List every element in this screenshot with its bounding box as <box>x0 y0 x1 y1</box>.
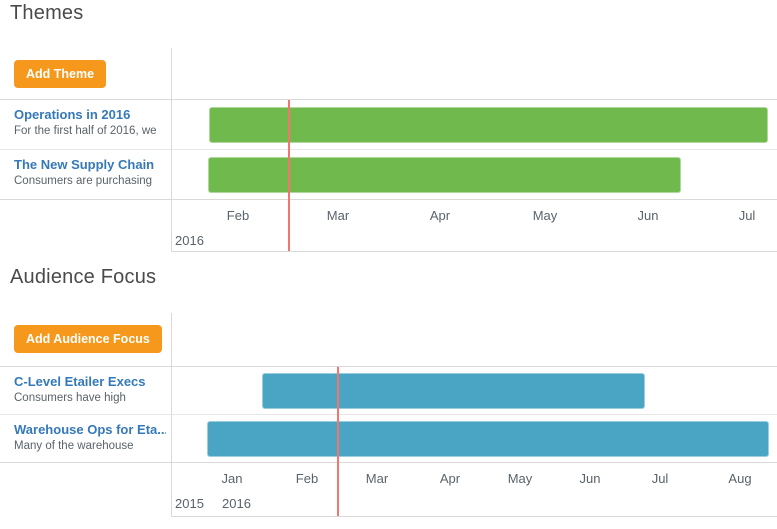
audience-focus-gantt-chart: Add Audience Focus C-Level Etailer Execs… <box>0 313 777 517</box>
row-timeline-area <box>171 150 777 199</box>
today-marker-line <box>288 100 290 251</box>
axis-year-label: 2016 <box>175 233 204 248</box>
themes-section-heading: Themes <box>10 2 84 24</box>
axis-month-label: May <box>507 471 533 486</box>
row-title-link[interactable]: Operations in 2016 <box>14 107 131 122</box>
gantt-row: Operations in 2016 For the first half of … <box>0 100 777 150</box>
timeline-bar[interactable] <box>208 157 681 193</box>
timeline-axis: Jan Feb Mar Apr May Jun Jul Aug 2015 2016 <box>0 463 777 517</box>
axis-month-label: Jun <box>637 208 659 223</box>
gantt-rows: Operations in 2016 For the first half of … <box>0 100 777 200</box>
row-timeline-area <box>171 100 777 149</box>
axis-month-label: Mar <box>326 208 350 223</box>
today-marker-line <box>337 367 339 516</box>
axis-month-label: Feb <box>295 471 319 486</box>
timeline-bar[interactable] <box>262 373 645 409</box>
axis-month-label: Apr <box>439 471 461 486</box>
gantt-header-band: Add Theme <box>0 48 777 100</box>
row-title-link[interactable]: Warehouse Ops for Eta... <box>14 422 166 437</box>
row-timeline-area <box>171 415 777 462</box>
plot-left-border <box>171 313 172 517</box>
axis-month-label: Jul <box>651 471 669 486</box>
timeline-bar[interactable] <box>207 421 769 457</box>
row-subtitle: Consumers are purchasing <box>14 175 153 187</box>
gantt-row: The New Supply Chain Consumers are purcha… <box>0 150 777 200</box>
axis-year-label: 2016 <box>222 496 251 511</box>
audience-focus-section-heading: Audience Focus <box>10 266 157 288</box>
axis-month-label: Apr <box>429 208 451 223</box>
row-info: Warehouse Ops for Eta... Many of the ware… <box>0 415 171 462</box>
axis-month-label: May <box>532 208 558 223</box>
axis-month-label: Mar <box>365 471 389 486</box>
row-timeline-area <box>171 367 777 414</box>
axis-month-label: Jan <box>221 471 243 486</box>
gantt-header-band: Add Audience Focus <box>0 313 777 367</box>
themes-gantt-chart: Add Theme Operations in 2016 For the firs… <box>0 48 777 252</box>
timeline-bar[interactable] <box>209 107 768 143</box>
axis-year-label: 2015 <box>175 496 204 511</box>
row-subtitle: Many of the warehouse <box>14 440 134 452</box>
gantt-row: Warehouse Ops for Eta... Many of the ware… <box>0 415 777 463</box>
axis-month-label: Aug <box>728 471 752 486</box>
add-theme-button[interactable]: Add Theme <box>14 60 107 88</box>
axis-bottom-border <box>171 251 777 252</box>
row-info: Operations in 2016 For the first half of … <box>0 100 171 149</box>
plot-left-border <box>171 48 172 252</box>
axis-bottom-border <box>171 516 777 517</box>
row-info: The New Supply Chain Consumers are purcha… <box>0 150 171 199</box>
row-subtitle: Consumers have high <box>14 392 126 404</box>
gantt-row: C-Level Etailer Execs Consumers have high <box>0 367 777 415</box>
row-info: C-Level Etailer Execs Consumers have high <box>0 367 171 414</box>
gantt-rows: C-Level Etailer Execs Consumers have high… <box>0 367 777 463</box>
axis-month-label: Jun <box>579 471 601 486</box>
timeline-axis: Feb Mar Apr May Jun Jul 2016 <box>0 200 777 252</box>
row-title-link[interactable]: The New Supply Chain <box>14 157 155 172</box>
add-audience-focus-button[interactable]: Add Audience Focus <box>14 325 162 353</box>
axis-month-label: Feb <box>226 208 250 223</box>
axis-month-label: Jul <box>738 208 756 223</box>
row-subtitle: For the first half of 2016, we <box>14 125 157 137</box>
row-title-link[interactable]: C-Level Etailer Execs <box>14 374 146 389</box>
